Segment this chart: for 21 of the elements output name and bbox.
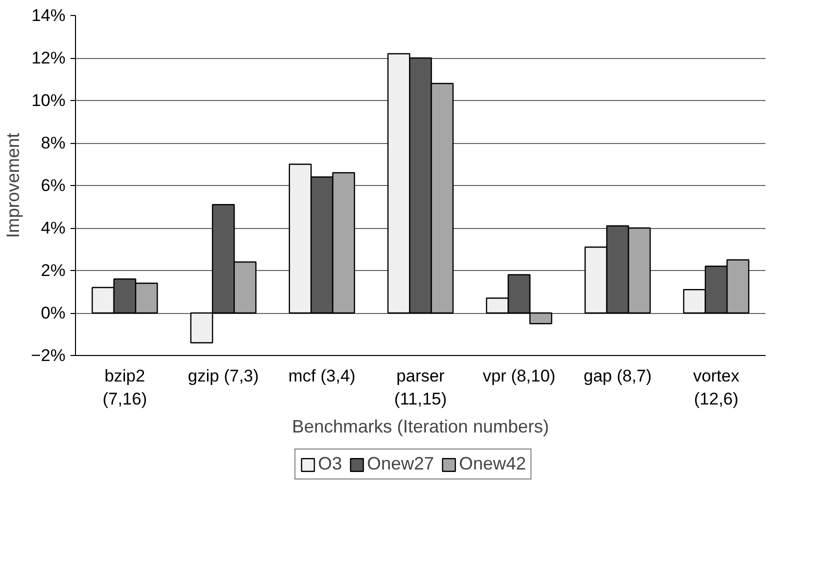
y-tick-label: 0% [40,304,66,322]
x-tick-label: parser (11,15) [394,366,447,408]
y-tick-label: 10% [31,91,66,110]
y-tick-label: 6% [40,176,66,195]
y-tick-label: −2% [31,346,66,365]
y-tick-label: 12% [31,48,66,68]
y-axis-title: Improvement [3,132,23,238]
x-tick-label: bzip2 (7,16) [102,366,148,408]
legend-label: Onew27 [366,454,434,474]
y-tick-label: 4% [40,218,66,238]
x-tick-label: gzip (7,3) [188,366,259,386]
x-tick-label: vpr (8,10) [482,366,556,386]
y-tick-label: 8% [40,134,66,152]
y-tick-label: 14% [31,6,66,25]
y-tick-label: 2% [40,261,66,280]
x-tick-label: gap (8,7) [584,366,652,386]
legend-label: O3 [318,454,342,474]
x-tick-label: vortex (12,6) [693,366,740,408]
x-tick-label: mcf (3,4) [288,366,356,386]
x-axis-title: Benchmarks (Iteration numbers) [292,416,550,436]
legend-label: Onew42 [459,454,526,474]
